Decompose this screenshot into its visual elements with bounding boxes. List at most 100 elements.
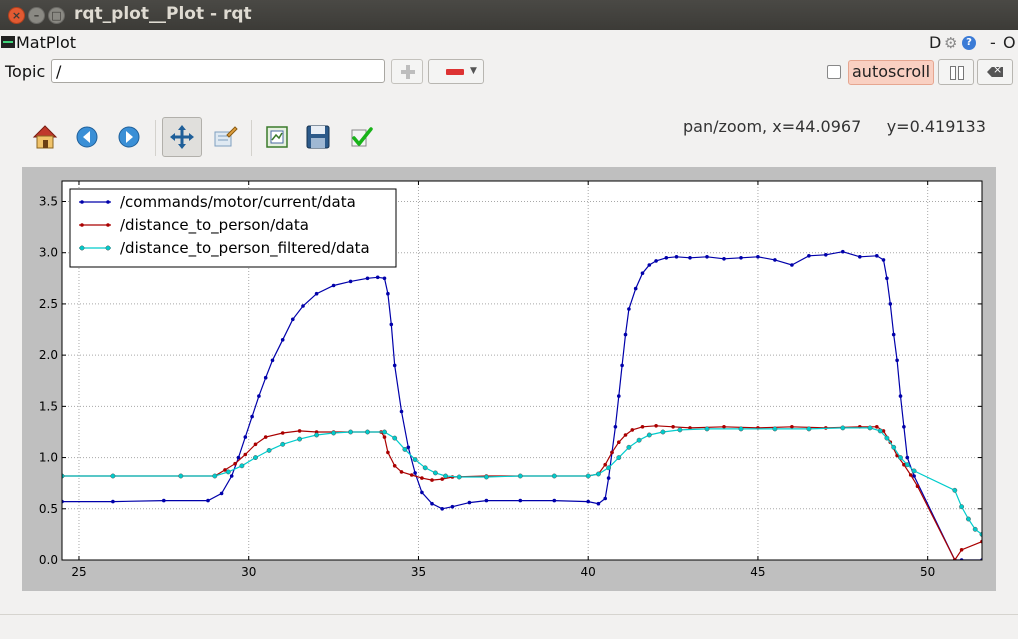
data-point — [654, 259, 658, 263]
plugin-header: MatPlot D ⚙ ? - O — [0, 32, 1018, 54]
forward-arrow-icon[interactable] — [114, 120, 144, 154]
legend-marker — [80, 223, 84, 227]
data-point — [365, 429, 370, 435]
data-point — [790, 425, 794, 429]
x-tick-label: 25 — [71, 565, 86, 579]
data-point — [858, 255, 862, 259]
data-point — [633, 286, 638, 291]
y-tick-label: 2.0 — [39, 348, 58, 362]
data-point — [606, 476, 611, 480]
pan-icon[interactable] — [167, 120, 197, 154]
data-point — [314, 291, 319, 296]
edit-check-icon[interactable] — [346, 120, 376, 154]
cursor-status: pan/zoom, x=44.0967 y=0.419133 — [683, 117, 986, 136]
toolbar-separator — [155, 120, 156, 156]
data-point — [484, 498, 489, 503]
data-point — [375, 275, 380, 280]
status-bar-divider — [0, 614, 1018, 615]
data-point — [630, 428, 635, 432]
chevron-down-icon: ▼ — [470, 66, 477, 76]
data-point — [875, 425, 879, 429]
help-icon[interactable]: ? — [962, 36, 976, 50]
remove-topic-dropdown[interactable]: ▼ — [428, 59, 484, 84]
save-icon[interactable] — [303, 120, 333, 154]
data-point — [291, 317, 295, 322]
data-point — [881, 258, 886, 262]
x-tick-label: 45 — [750, 565, 765, 579]
gear-icon[interactable]: ⚙ — [944, 34, 958, 52]
topic-input[interactable] — [51, 59, 385, 83]
data-point — [646, 432, 652, 438]
data-point — [704, 426, 710, 432]
clear-button[interactable] — [977, 59, 1013, 85]
data-point — [790, 263, 794, 267]
y-tick-label: 3.5 — [39, 194, 58, 208]
data-point — [972, 526, 978, 532]
data-point — [432, 470, 438, 476]
data-point — [212, 473, 218, 479]
window-maximize-button[interactable]: □ — [48, 7, 65, 24]
data-point — [450, 504, 455, 509]
data-point — [456, 474, 462, 480]
data-point — [613, 425, 618, 429]
plot-canvas[interactable]: 25 30 35 40 45 50 0.0 0.5 1.0 1.5 2.0 2.5 3.0 3.5/com… — [22, 167, 996, 591]
data-point — [623, 433, 628, 437]
data-point — [331, 430, 337, 436]
home-icon[interactable] — [30, 120, 60, 154]
data-point — [280, 441, 286, 447]
pause-button[interactable] — [938, 59, 974, 85]
data-point — [959, 548, 964, 552]
data-point — [603, 496, 607, 501]
data-point — [877, 428, 883, 434]
data-point — [654, 424, 658, 428]
series-1 — [62, 249, 982, 560]
data-point — [891, 444, 897, 450]
data-point — [891, 332, 896, 337]
data-point — [225, 469, 231, 475]
window-title: rqt_plot__Plot - rqt — [74, 4, 252, 24]
data-point — [348, 429, 354, 435]
window-minimize-button[interactable]: – — [28, 7, 45, 24]
window-close-button[interactable]: × — [8, 7, 25, 24]
data-point — [270, 358, 275, 363]
data-point — [420, 490, 424, 495]
data-point — [705, 255, 709, 259]
data-point — [389, 322, 394, 327]
data-point — [253, 442, 258, 447]
data-point — [627, 307, 631, 311]
pause-icon — [950, 66, 956, 80]
data-point — [386, 291, 390, 296]
data-point — [440, 507, 445, 511]
data-point — [640, 425, 645, 429]
data-point — [386, 450, 390, 455]
data-point — [178, 473, 184, 479]
autoscroll-label[interactable]: autoscroll — [848, 60, 935, 85]
plugin-minimize-button[interactable]: - — [990, 33, 996, 52]
subplots-icon[interactable] — [262, 120, 292, 154]
data-point — [738, 426, 744, 432]
data-point — [243, 452, 248, 457]
data-point — [688, 256, 692, 260]
dock-button[interactable]: D — [929, 33, 942, 52]
legend-label: /distance_to_person/data — [120, 216, 309, 235]
back-arrow-icon[interactable] — [72, 120, 102, 154]
window-titlebar: × – □ rqt_plot__Plot - rqt — [0, 0, 1018, 30]
data-point — [552, 498, 557, 503]
data-point — [162, 498, 166, 503]
data-point — [606, 465, 612, 471]
data-point — [888, 302, 893, 306]
matplot-plugin-icon — [1, 36, 15, 48]
data-point — [297, 429, 302, 433]
plugin-close-button[interactable]: O — [1003, 33, 1016, 52]
data-point — [722, 425, 726, 429]
data-point — [253, 455, 258, 461]
legend-marker — [105, 245, 111, 251]
autoscroll-checkbox[interactable] — [827, 65, 841, 79]
data-point — [518, 498, 523, 503]
zoom-icon[interactable] — [210, 120, 240, 154]
data-point — [467, 500, 472, 505]
data-point — [517, 473, 523, 479]
add-topic-button[interactable] — [391, 59, 423, 84]
data-point — [640, 271, 645, 275]
data-point — [617, 394, 621, 398]
